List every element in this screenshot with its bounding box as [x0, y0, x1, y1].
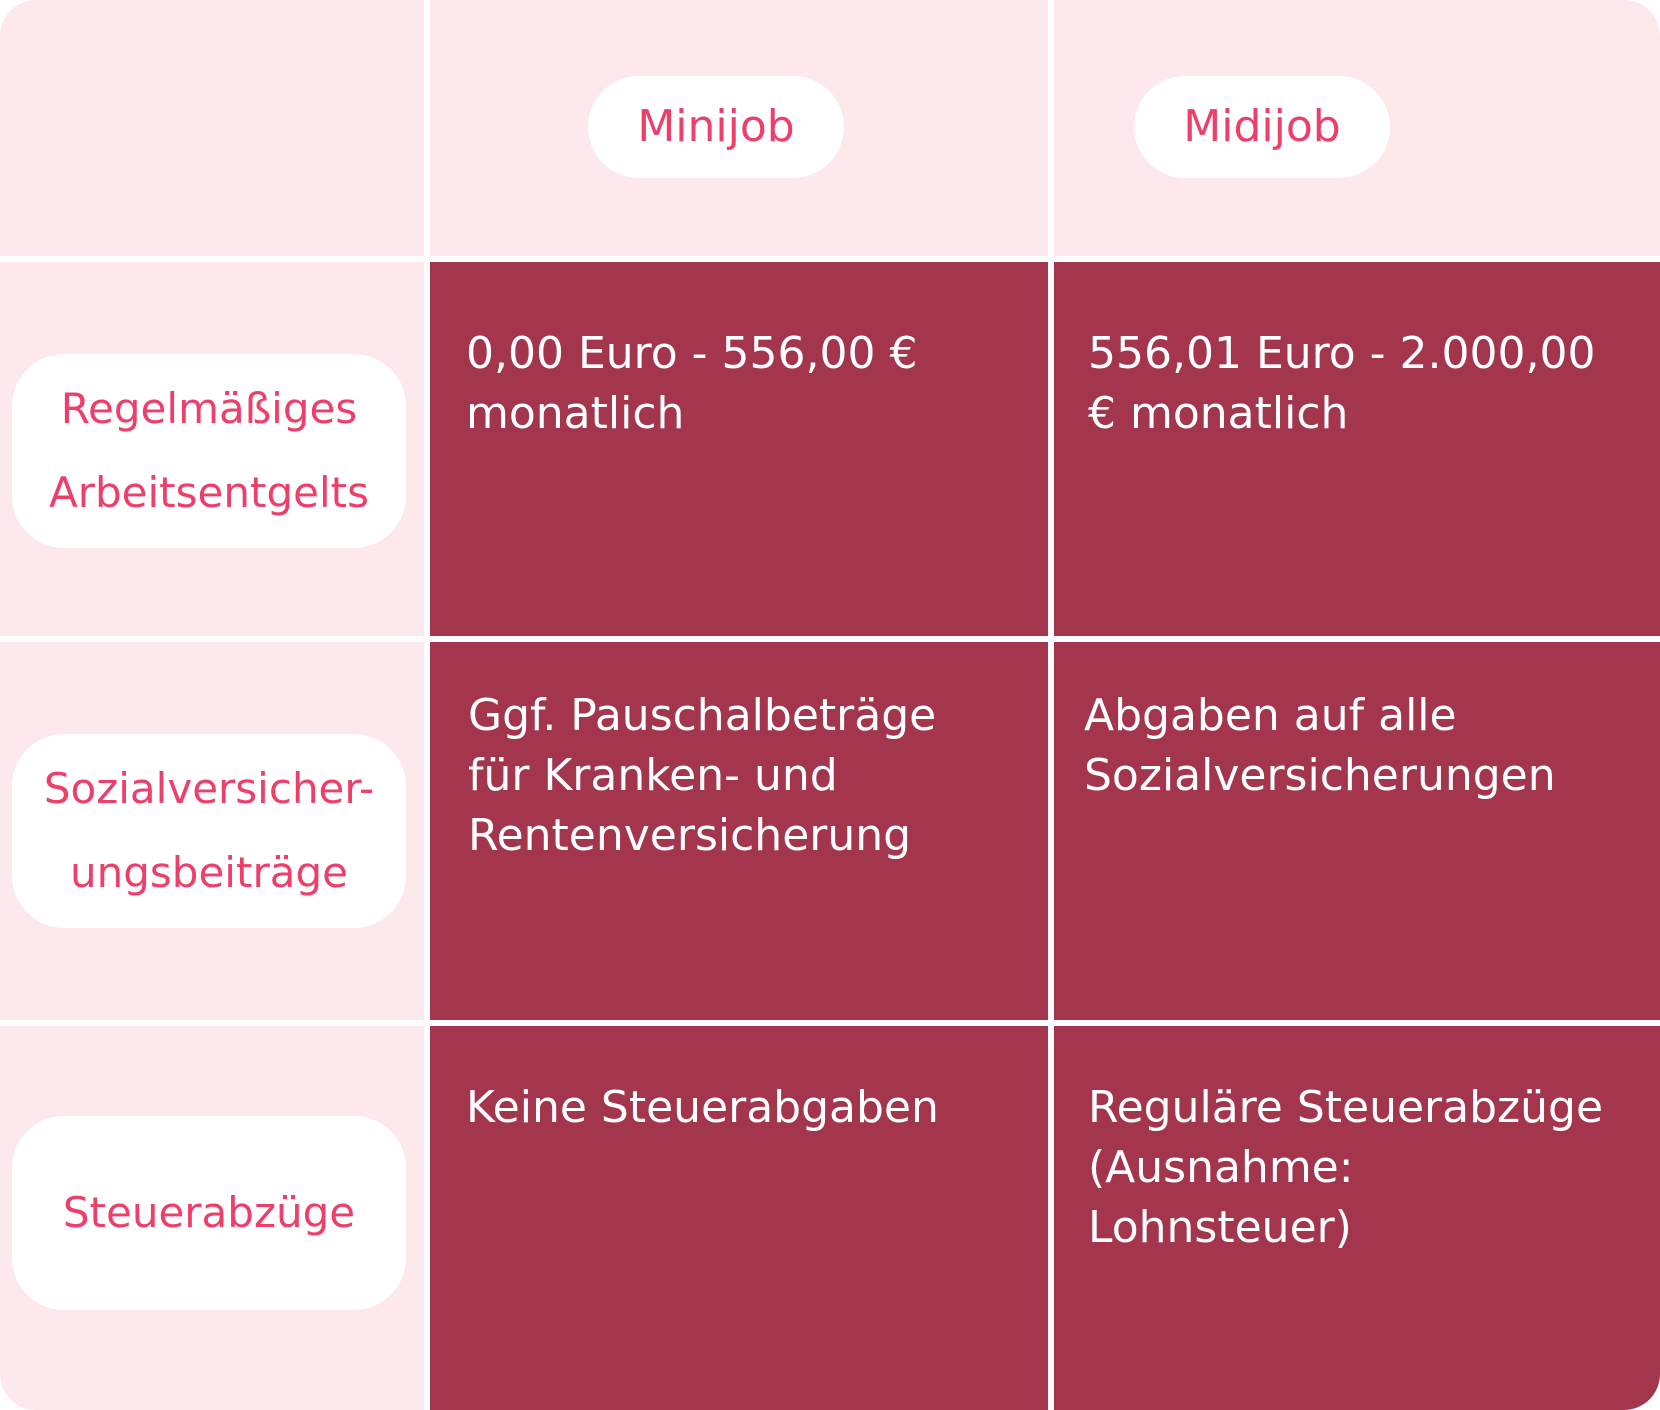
table-cell-minijob: Ggf. Pauschalbeträge für Kranken- und Re… — [430, 642, 1048, 1020]
cell-text: Ggf. Pauschalbeträge für Kranken- und Re… — [468, 690, 937, 861]
row-label-sozialversicherung: Sozialversicher- ungsbeiträge — [12, 734, 406, 928]
cell-text: 0,00 Euro - 556,00 € monatlich — [466, 328, 918, 439]
cell-text: Reguläre Steuerabzüge (Ausnahme: Lohnste… — [1088, 1082, 1604, 1253]
table-cell-midijob: 556,01 Euro - 2.000,00 € monatlich — [1054, 262, 1660, 636]
row-label-cell: Regelmäßiges Arbeitsentgelts — [0, 262, 424, 636]
header-corner-cell — [0, 0, 424, 256]
cell-text: Keine Steuerabgaben — [466, 1082, 939, 1133]
table-cell-midijob: Abgaben auf alle Sozialversicherungen — [1054, 642, 1660, 1020]
header-cell-minijob: Minijob — [430, 0, 1048, 256]
header-cell-midijob: Midijob — [1054, 0, 1660, 256]
table-cell-midijob: Reguläre Steuerabzüge (Ausnahme: Lohnste… — [1054, 1026, 1660, 1410]
table-cell-minijob: Keine Steuerabgaben — [430, 1026, 1048, 1410]
column-header-minijob: Minijob — [588, 76, 844, 178]
row-label-cell: Sozialversicher- ungsbeiträge — [0, 642, 424, 1020]
row-label-arbeitsentgelt: Regelmäßiges Arbeitsentgelts — [12, 354, 406, 548]
cell-text: Abgaben auf alle Sozialversicherungen — [1084, 690, 1556, 801]
cell-text: 556,01 Euro - 2.000,00 € monatlich — [1088, 328, 1596, 439]
column-header-midijob: Midijob — [1134, 76, 1390, 178]
row-label-cell: Steuerabzüge — [0, 1026, 424, 1410]
row-label-steuerabzuege: Steuerabzüge — [12, 1116, 406, 1310]
table-cell-minijob: 0,00 Euro - 556,00 € monatlich — [430, 262, 1048, 636]
